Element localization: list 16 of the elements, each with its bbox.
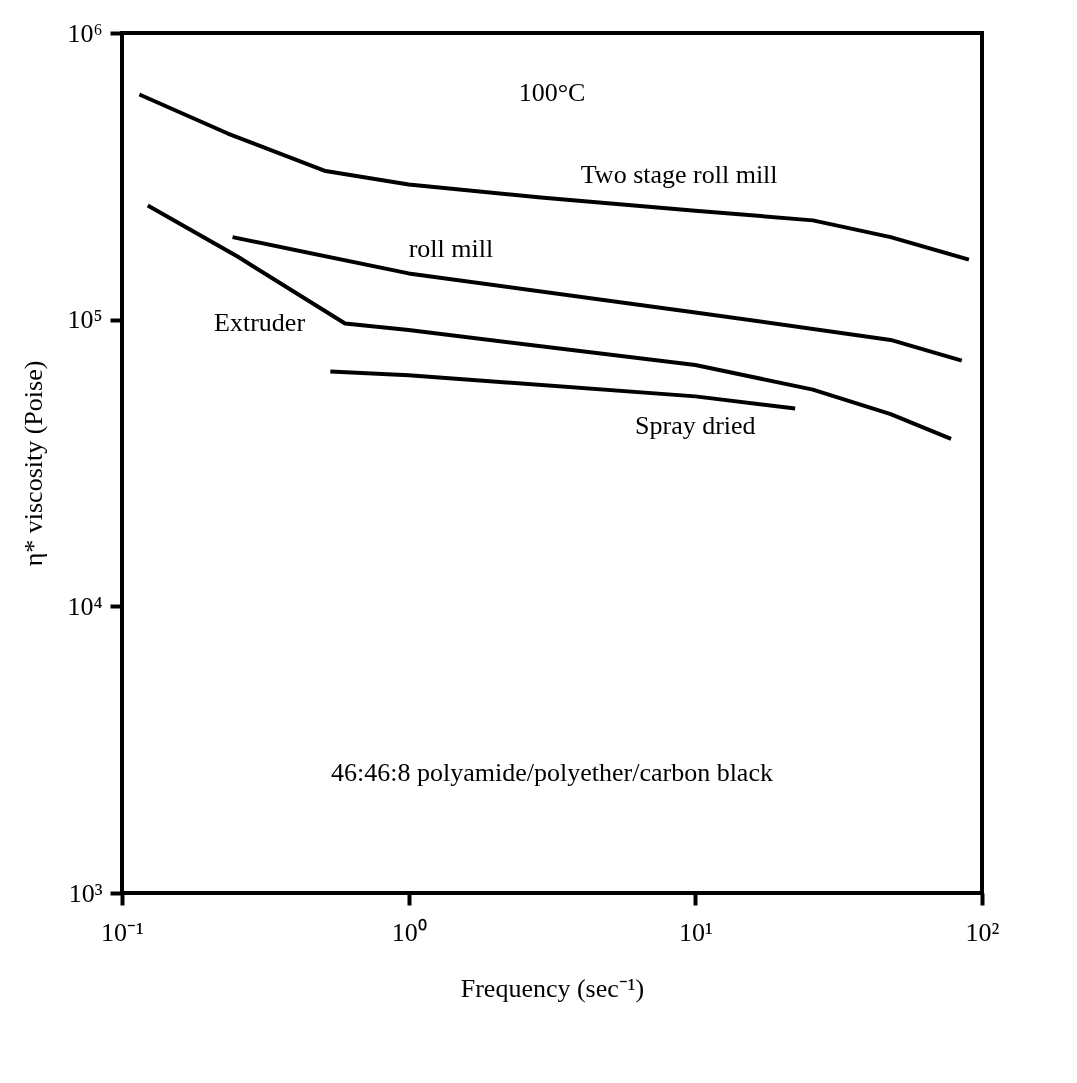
x-tick-label: 10⁻¹ [101,917,144,947]
annotation: 100°C [518,78,586,108]
series-label: Two stage roll mill [580,160,778,190]
y-tick-label: 10³ [68,878,103,908]
y-tick-label: 10⁶ [67,18,103,48]
x-axis-title: Frequency (sec⁻¹) [460,973,645,1003]
x-tick-label: 10¹ [678,917,713,947]
series-label: roll mill [408,234,494,264]
series-label: Extruder [214,308,306,338]
x-tick-label: 10² [965,917,1000,947]
y-tick-label: 10⁴ [67,591,103,621]
annotation: 46:46:8 polyamide/polyether/carbon black [331,757,773,787]
x-tick-label: 10⁰ [391,917,427,947]
y-tick-label: 10⁵ [67,305,103,335]
series-label: Spray dried [635,411,756,441]
y-axis-title: η* viscosity (Poise) [19,360,49,567]
